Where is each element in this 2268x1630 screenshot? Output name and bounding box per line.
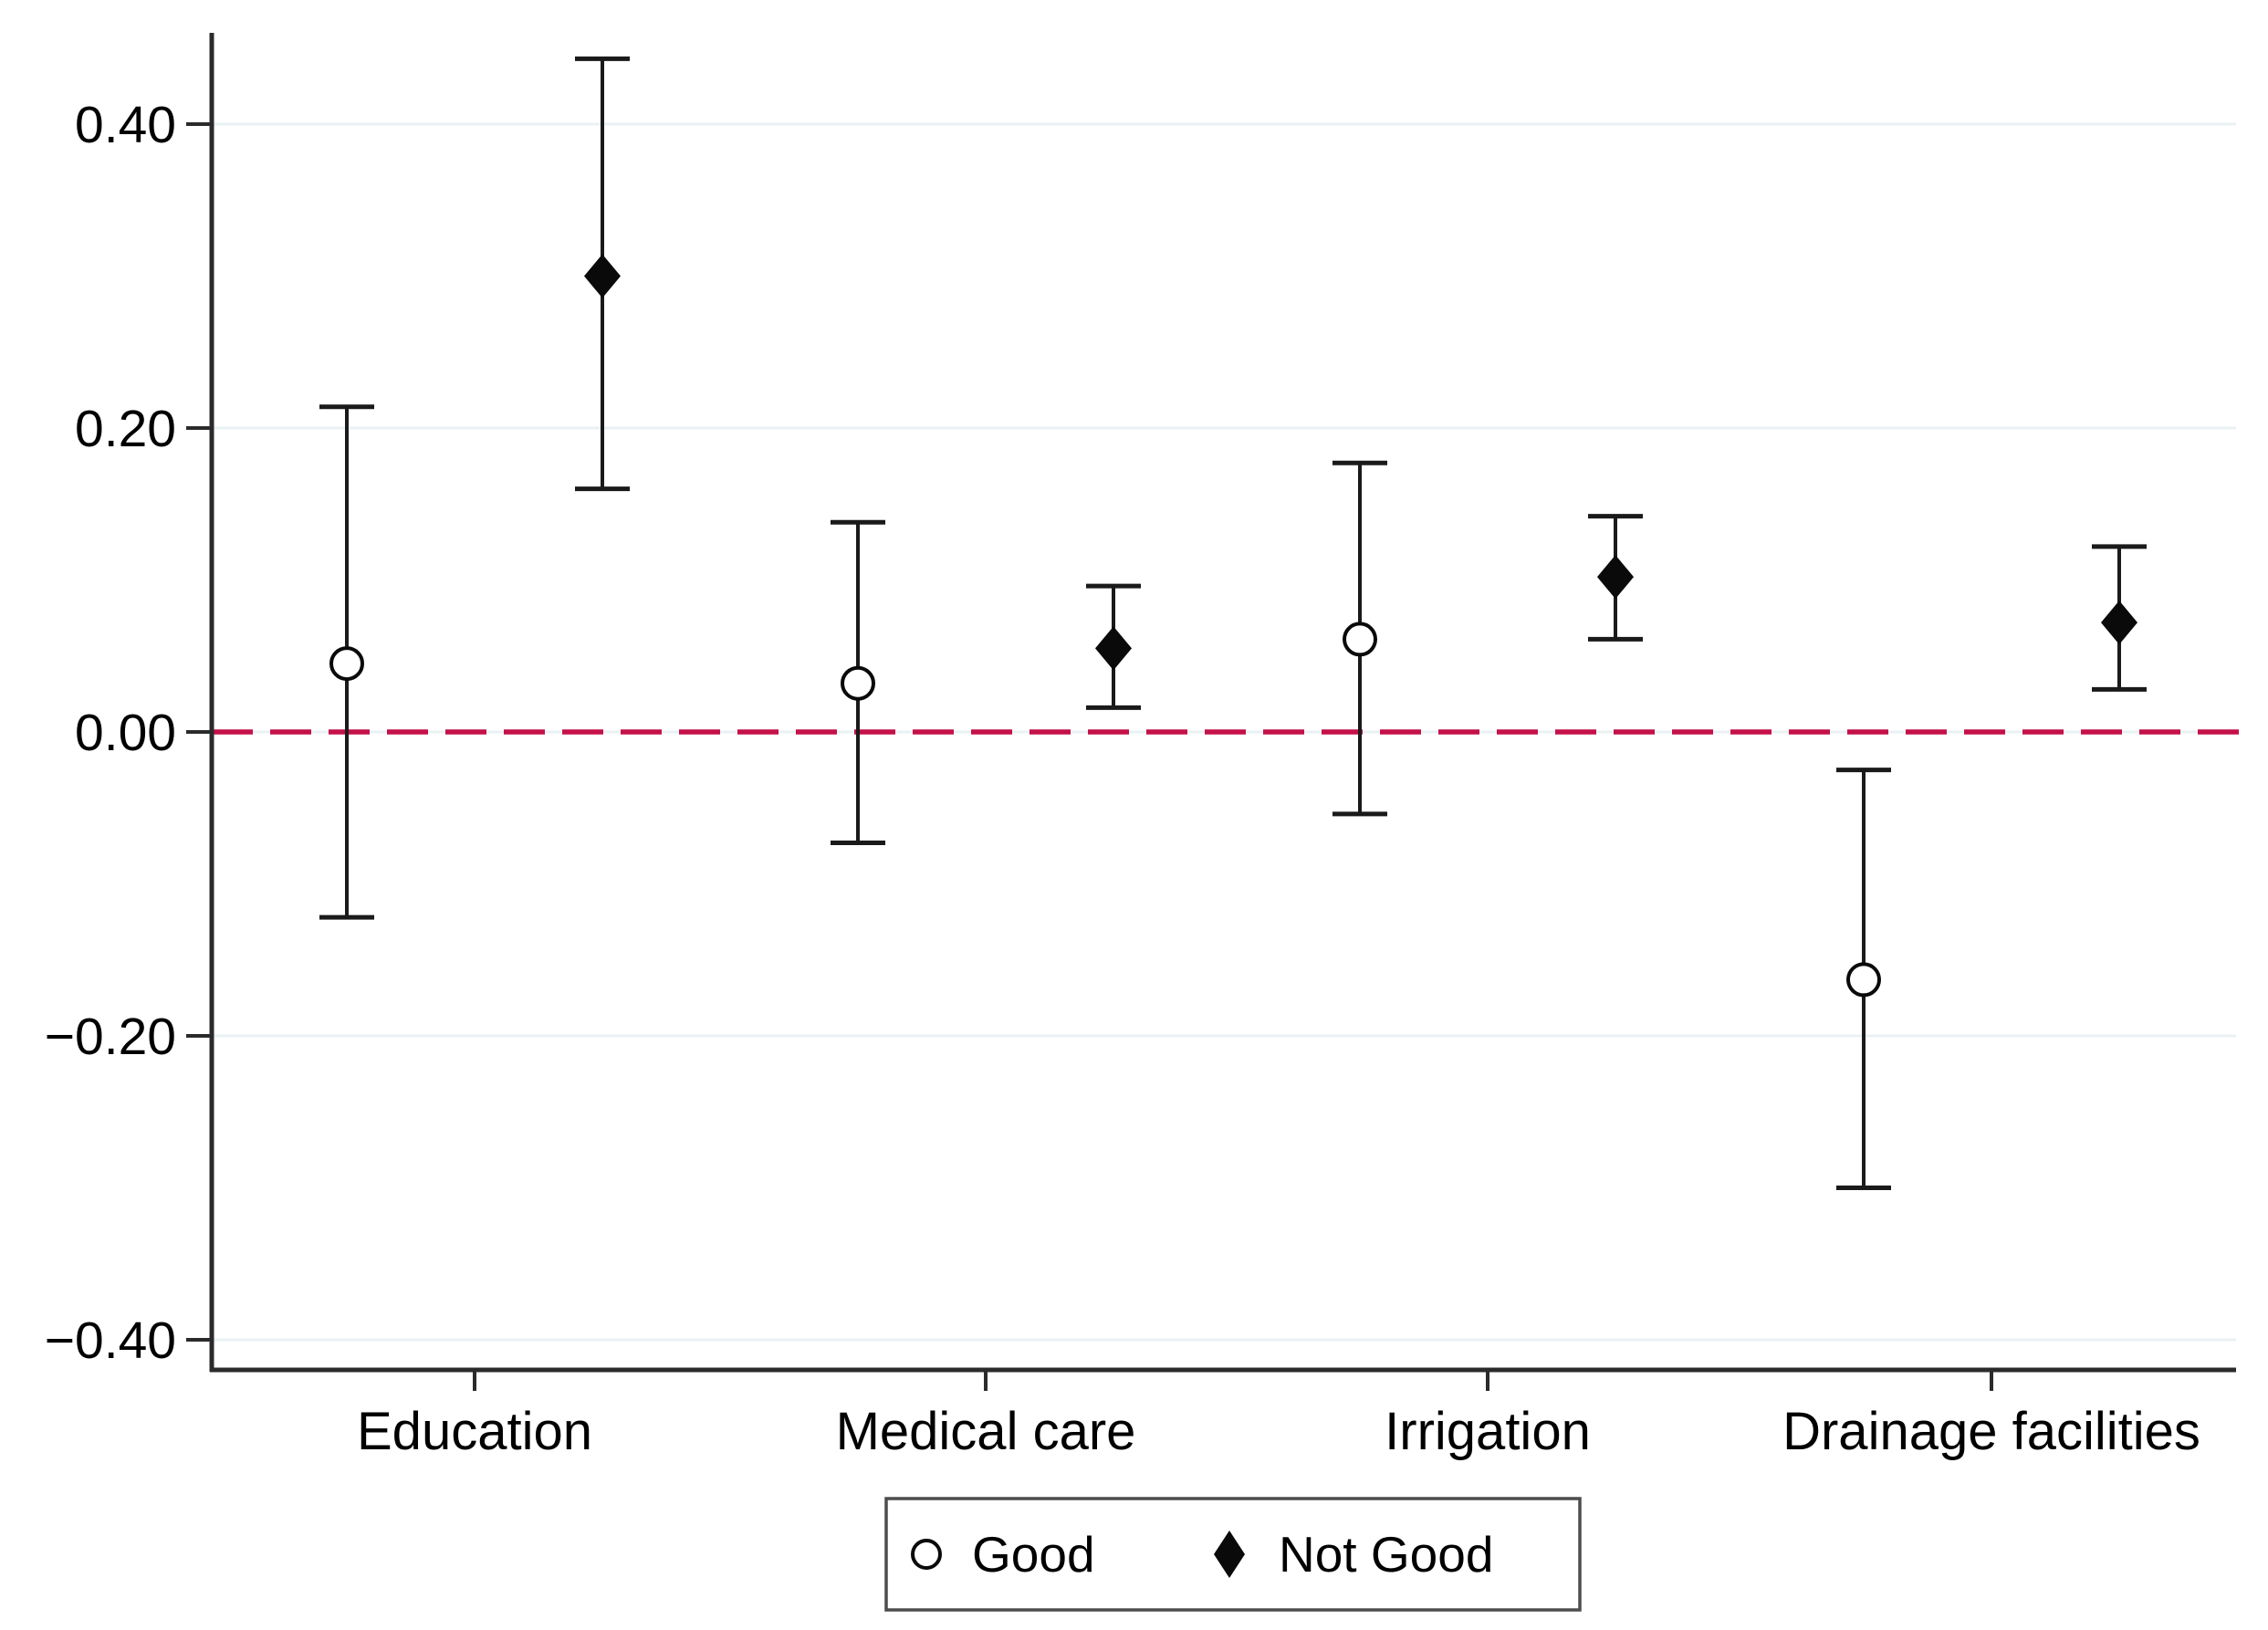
x-category-label-medical-care: Medical care [836, 1402, 1136, 1461]
x-category-label-education: Education [357, 1402, 592, 1461]
x-category-label-irrigation: Irrigation [1385, 1402, 1591, 1461]
x-category-label-drainage-facilities: Drainage facilities [1782, 1402, 2200, 1461]
point-markers [329, 254, 2137, 998]
y-axis: 0.40 0.20 0.00 −0.20 −0.40 [45, 33, 214, 1372]
good-education-open-circle-marker [329, 646, 364, 682]
y-tick-label-2: 0.00 [75, 704, 176, 762]
error-bars [319, 56, 2147, 1190]
good-drainage-facilities-open-circle-marker [1846, 962, 1881, 998]
good-irrigation-open-circle-marker [1343, 622, 1377, 657]
not-good-drainage-facilities-filled-diamond-marker [2101, 601, 2137, 645]
y-tick-label-4: −0.40 [45, 1311, 176, 1370]
legend-label-not-good: Not Good [1279, 1526, 1493, 1583]
legend: Good Not Good [884, 1497, 1582, 1612]
legend-filled-diamond-icon [1214, 1531, 1245, 1578]
good-medical-care-open-circle-marker [841, 665, 875, 701]
y-tick-label-3: −0.20 [45, 1008, 176, 1066]
y-tick-label-0: 0.40 [75, 96, 176, 154]
legend-label-good: Good [972, 1526, 1095, 1583]
y-tick-label-1: 0.20 [75, 400, 176, 458]
legend-open-circle-icon [911, 1539, 942, 1570]
not-good-education-filled-diamond-marker [584, 254, 621, 298]
not-good-medical-care-filled-diamond-marker [1095, 626, 1132, 671]
x-axis: Education Medical care Irrigation Drainage … [210, 1367, 2236, 1461]
not-good-irrigation-filled-diamond-marker [1597, 555, 1634, 600]
